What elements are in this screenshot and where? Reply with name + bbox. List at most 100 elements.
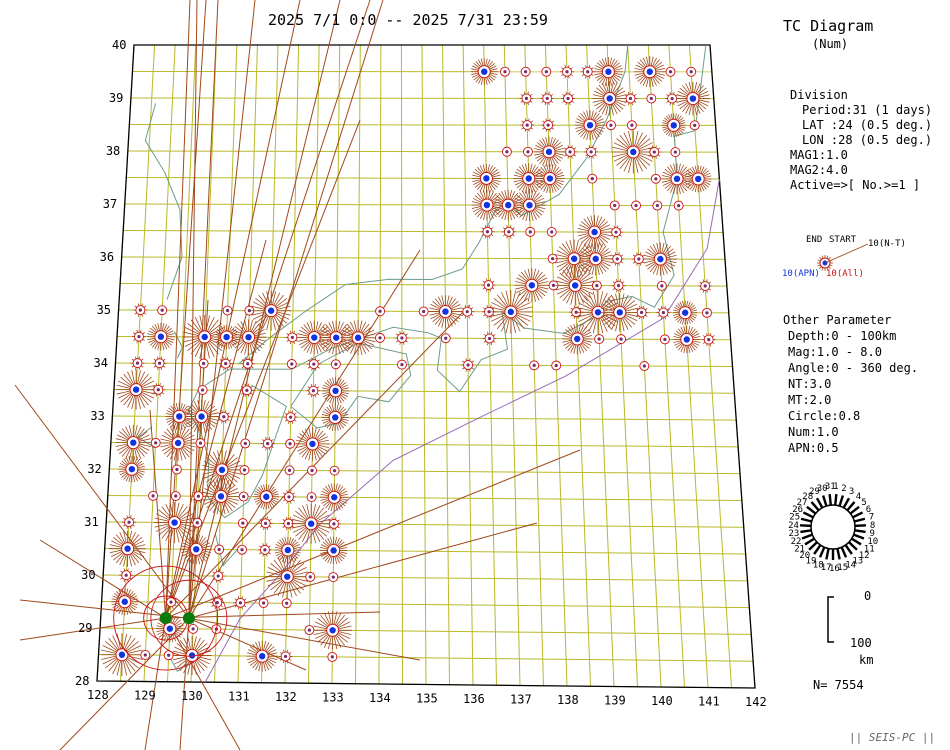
tc-dot	[312, 362, 316, 366]
tc-dot	[222, 415, 226, 419]
tc-dot	[225, 308, 230, 313]
tc-dot	[309, 440, 316, 448]
tc-dot	[614, 230, 618, 234]
tc-ray	[165, 119, 361, 619]
tc-dot	[188, 652, 196, 659]
tc-dot	[166, 625, 174, 632]
lon-label: 139	[604, 694, 626, 708]
lon-label: 141	[698, 695, 720, 709]
tc-dot	[444, 336, 448, 340]
tc-dot	[630, 148, 637, 156]
tc-dot	[310, 468, 314, 473]
division-mag2: MAG2:4.0	[790, 163, 848, 177]
tc-ray	[39, 539, 166, 619]
tc-dot	[157, 333, 165, 340]
tc-dot	[681, 309, 689, 316]
grid-parallel	[104, 548, 746, 555]
tc-dot	[663, 337, 667, 341]
tc-dot	[217, 547, 221, 552]
grid-parallel	[100, 627, 752, 635]
clock-day-label: 16	[829, 564, 840, 574]
tc-dot	[284, 546, 292, 554]
tc-dot	[661, 311, 665, 315]
tc-dot	[242, 468, 247, 472]
tc-dot	[308, 575, 312, 579]
tc-dot	[137, 335, 141, 339]
lon-label: 134	[369, 691, 391, 705]
clock-day-label: 17	[821, 563, 832, 573]
legend-start: START	[829, 235, 857, 245]
lon-label: 138	[557, 693, 579, 707]
tc-dot	[156, 388, 160, 392]
tc-dot	[245, 333, 252, 341]
tc-ray	[179, 618, 190, 750]
clock-tick	[799, 524, 812, 528]
tc-dot	[285, 601, 289, 605]
tc-dot	[334, 362, 338, 366]
tc-dot	[242, 494, 246, 499]
lat-label: 39	[109, 91, 123, 105]
tc-dot	[707, 337, 711, 342]
lat-label: 29	[78, 621, 92, 635]
tc-dot	[683, 336, 690, 343]
other-depth: Depth:0 - 100km	[788, 329, 896, 343]
clock-day-label: 7	[869, 513, 874, 523]
grid-parallel	[129, 124, 716, 126]
tc-dot	[261, 601, 266, 605]
clock-tick	[818, 546, 826, 558]
clock-day-label: 22	[791, 537, 802, 547]
other-num: Num:1.0	[788, 425, 839, 439]
tc-dot	[154, 441, 158, 445]
tc-dot	[218, 466, 226, 474]
tc-ray	[165, 611, 381, 619]
tc-dot	[143, 653, 147, 657]
tc-dot	[507, 308, 515, 316]
clock-tick	[838, 495, 845, 507]
tc-dot	[586, 121, 594, 129]
tc-dot	[613, 203, 617, 208]
coast-line	[214, 533, 238, 567]
tc-dot	[311, 334, 318, 341]
other-angle: Angle:0 - 360 deg.	[788, 361, 918, 375]
tc-dot	[258, 652, 266, 660]
tc-dot	[124, 545, 131, 552]
tc-dot	[310, 495, 314, 499]
depth-scale: 0 100 km	[827, 589, 873, 667]
tc-dot	[574, 310, 578, 314]
tc-dot	[311, 389, 315, 393]
tc-dot	[378, 309, 382, 313]
clock-day-label: 1	[833, 482, 838, 492]
lon-label: 132	[275, 690, 297, 704]
tc-dot	[174, 494, 178, 498]
tc-dot	[486, 283, 491, 287]
tc-dot	[694, 175, 702, 183]
tc-dot	[591, 228, 598, 236]
tc-dot	[151, 494, 155, 498]
clock-tick	[852, 511, 864, 519]
tc-dot	[202, 361, 206, 366]
tc-dot	[400, 336, 404, 340]
tc-ray	[19, 617, 166, 641]
tc-dot	[289, 415, 293, 419]
other-heading: Other Parameter	[783, 313, 891, 327]
tc-dot	[703, 284, 707, 288]
tc-ray	[165, 0, 301, 619]
tc-dot	[216, 574, 220, 578]
clock-day-label: 23	[789, 529, 800, 539]
grid-parallel	[101, 601, 750, 609]
tc-dot	[240, 548, 244, 552]
lon-label: 140	[651, 694, 673, 708]
coast-line	[137, 426, 156, 449]
legend-all: 10(All)	[826, 269, 864, 279]
tc-dot	[465, 310, 469, 314]
clock-day-label: 5	[861, 498, 866, 508]
clock-tick	[813, 544, 822, 555]
map-frame	[96, 44, 756, 689]
other-apn: APN:0.5	[788, 441, 839, 455]
lat-label: 35	[97, 303, 111, 317]
day-clock-dial: 1 2 3 4567891011121314151617181920212223242…	[788, 482, 878, 574]
lon-label: 136	[463, 692, 485, 706]
clock-tick	[840, 546, 848, 558]
tc-dot	[332, 522, 336, 526]
